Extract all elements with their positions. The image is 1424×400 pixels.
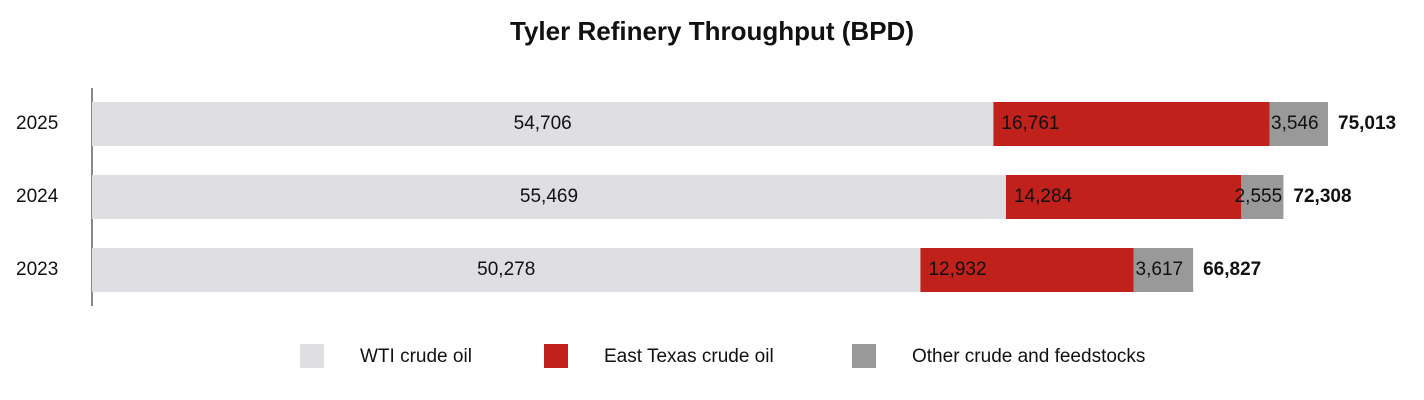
y-tick-label: 2023 xyxy=(16,259,58,280)
legend-label: Other crude and feedstocks xyxy=(912,346,1145,367)
bar-segment xyxy=(1005,175,1242,219)
value-label: 2,555 xyxy=(1235,186,1283,207)
value-label: 3,546 xyxy=(1271,113,1319,134)
value-label: 16,761 xyxy=(1001,113,1059,134)
total-label: 75,013 xyxy=(1338,113,1396,134)
bar-segment xyxy=(1133,248,1194,292)
total-label: 66,827 xyxy=(1203,259,1261,280)
bar-segment xyxy=(92,102,994,146)
bar-segment xyxy=(1241,175,1284,219)
value-label: 50,278 xyxy=(477,259,535,280)
bar-segment xyxy=(92,175,1006,219)
y-tick-label: 2024 xyxy=(16,186,59,207)
legend-swatch xyxy=(852,344,876,368)
bar-segment xyxy=(1269,102,1328,146)
total-label: 72,308 xyxy=(1293,186,1351,207)
legend-swatch xyxy=(544,344,568,368)
legend-swatch xyxy=(300,344,324,368)
bar-segment xyxy=(92,248,921,292)
value-label: 55,469 xyxy=(520,186,578,207)
bar-segment xyxy=(993,102,1270,146)
value-label: 54,706 xyxy=(514,113,572,134)
value-label: 14,284 xyxy=(1014,186,1073,207)
value-label: 3,617 xyxy=(1136,259,1184,280)
legend-label: WTI crude oil xyxy=(360,346,472,367)
value-label: 12,932 xyxy=(928,259,986,280)
y-tick-label: 2025 xyxy=(16,113,58,134)
legend-label: East Texas crude oil xyxy=(604,346,774,367)
chart-title: Tyler Refinery Throughput (BPD) xyxy=(510,16,914,46)
bar-segment xyxy=(920,248,1134,292)
